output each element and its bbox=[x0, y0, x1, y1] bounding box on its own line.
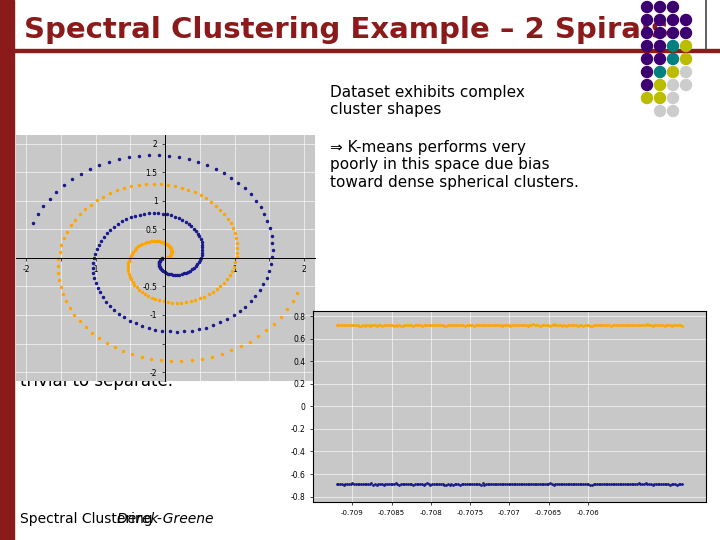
Circle shape bbox=[667, 105, 678, 117]
Circle shape bbox=[667, 15, 678, 25]
Text: Spectral Clustering -: Spectral Clustering - bbox=[20, 512, 166, 526]
Circle shape bbox=[654, 28, 665, 38]
Circle shape bbox=[654, 53, 665, 64]
Circle shape bbox=[667, 40, 678, 51]
Circle shape bbox=[654, 2, 665, 12]
Text: Spectral Clustering Example – 2 Spirals: Spectral Clustering Example – 2 Spirals bbox=[24, 16, 668, 44]
Circle shape bbox=[667, 66, 678, 78]
Circle shape bbox=[642, 15, 652, 25]
Circle shape bbox=[642, 53, 652, 64]
Circle shape bbox=[642, 66, 652, 78]
Circle shape bbox=[680, 40, 691, 51]
Circle shape bbox=[667, 28, 678, 38]
Circle shape bbox=[642, 92, 652, 104]
Circle shape bbox=[680, 53, 691, 64]
Circle shape bbox=[654, 92, 665, 104]
Circle shape bbox=[680, 79, 691, 91]
Text: Dataset exhibits complex
cluster shapes: Dataset exhibits complex cluster shapes bbox=[330, 85, 525, 117]
Bar bbox=[14, 49, 720, 52]
Text: ⇒ K-means performs very
poorly in this space due bias
toward dense spherical clu: ⇒ K-means performs very poorly in this s… bbox=[330, 140, 579, 190]
Circle shape bbox=[680, 15, 691, 25]
Circle shape bbox=[680, 28, 691, 38]
Text: Derek Greene: Derek Greene bbox=[117, 512, 214, 526]
Circle shape bbox=[642, 2, 652, 12]
Circle shape bbox=[654, 15, 665, 25]
Circle shape bbox=[680, 66, 691, 78]
Circle shape bbox=[667, 92, 678, 104]
Circle shape bbox=[654, 40, 665, 51]
Circle shape bbox=[654, 105, 665, 117]
Circle shape bbox=[654, 66, 665, 78]
Circle shape bbox=[642, 40, 652, 51]
Circle shape bbox=[654, 79, 665, 91]
Circle shape bbox=[667, 53, 678, 64]
Circle shape bbox=[667, 79, 678, 91]
Bar bbox=[0, 0, 14, 540]
Circle shape bbox=[667, 2, 678, 12]
Circle shape bbox=[642, 28, 652, 38]
Circle shape bbox=[642, 79, 652, 91]
Text: In the embedded space
given by two leading
eigenvectors, clusters are
trivial to: In the embedded space given by two leadi… bbox=[20, 310, 235, 390]
